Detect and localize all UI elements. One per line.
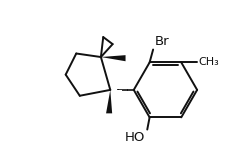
Text: Br: Br [154, 35, 169, 48]
Polygon shape [106, 90, 112, 113]
Text: CH₃: CH₃ [198, 57, 219, 67]
Polygon shape [101, 55, 126, 61]
Text: HO: HO [124, 131, 145, 144]
